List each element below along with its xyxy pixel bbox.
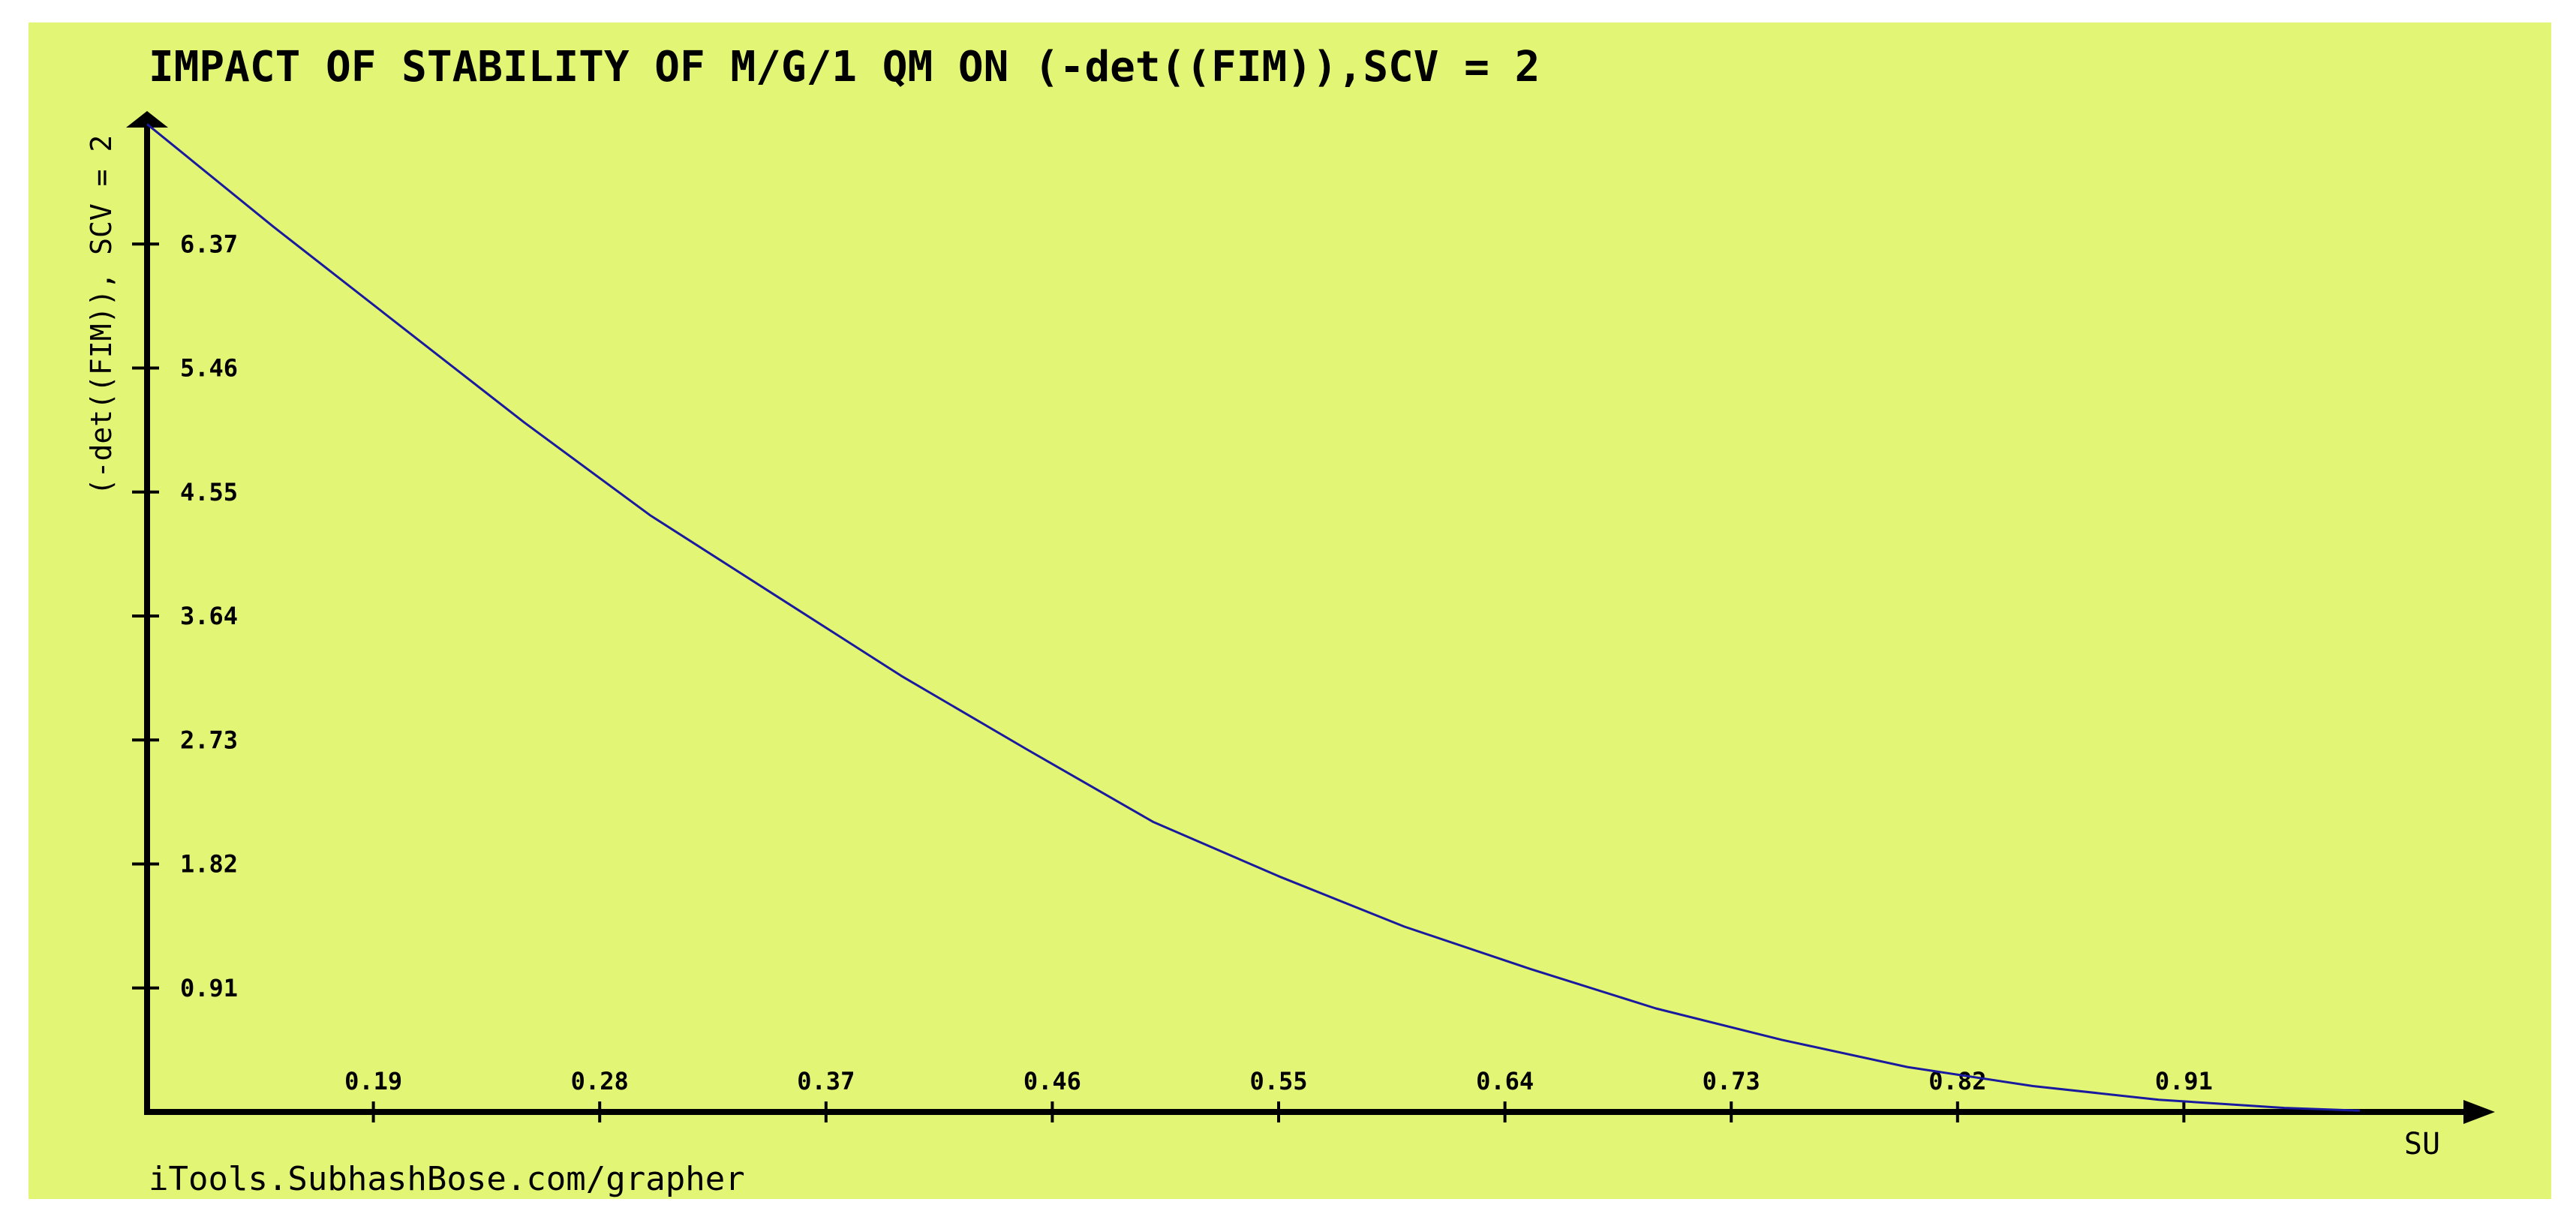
y-tick-label: 3.64 xyxy=(180,602,238,630)
y-tick-label: 5.46 xyxy=(180,354,238,383)
x-axis-arrow xyxy=(2463,1100,2495,1124)
chart-title: IMPACT OF STABILITY OF M/G/1 QM ON (-det… xyxy=(149,43,1540,92)
y-tick-label: 0.91 xyxy=(180,974,238,1002)
y-tick-label: 1.82 xyxy=(180,850,238,879)
x-tick-label: 0.37 xyxy=(797,1067,855,1095)
x-tick-label: 0.73 xyxy=(1703,1067,1760,1095)
x-tick-label: 0.46 xyxy=(1023,1067,1081,1095)
y-tick-label: 4.55 xyxy=(180,478,238,506)
series-layer xyxy=(146,123,2361,1112)
series-line xyxy=(146,123,2361,1112)
chart-background xyxy=(29,23,2551,1199)
y-tick-label: 6.37 xyxy=(180,230,238,258)
watermark-text: iTools.SubhashBose.com/grapher xyxy=(149,1160,745,1198)
axes xyxy=(126,111,2495,1124)
x-tick-label: 0.64 xyxy=(1476,1067,1534,1095)
x-tick-label: 0.91 xyxy=(2155,1067,2213,1095)
x-tick-label: 0.28 xyxy=(571,1067,629,1095)
ticks: 0.19 0.28 0.37 0.46 0.55 0.64 0.73 0.82 0.910.91… xyxy=(132,230,2213,1122)
x-tick-label: 0.19 xyxy=(344,1067,402,1095)
y-axis-label: (-det((FIM)), SCV = 2 xyxy=(85,135,118,495)
x-tick-label: 0.55 xyxy=(1249,1067,1307,1095)
x-axis-label: SU xyxy=(2404,1127,2440,1161)
y-tick-label: 2.73 xyxy=(180,726,238,754)
y-axis-arrow xyxy=(126,111,168,128)
